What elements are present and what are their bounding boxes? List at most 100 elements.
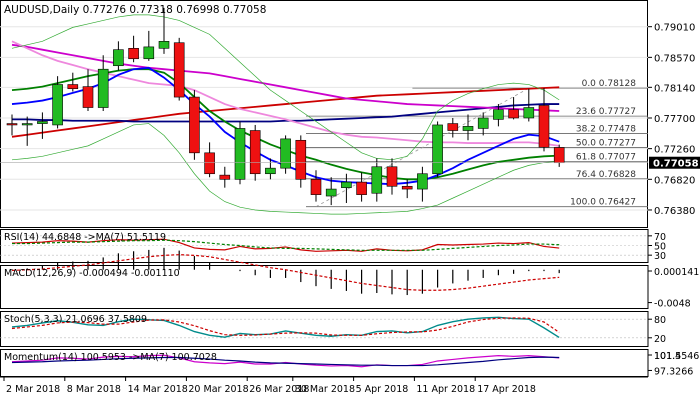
last-price-marker: 0.77058 (0, 156, 700, 170)
time-tick-label: 11 Apr 2018 (416, 384, 475, 395)
time-tick-label: 5 Apr 2018 (356, 384, 409, 395)
price-tick-label: 0.76380 (654, 206, 695, 217)
candle (82, 69, 94, 112)
candle-body (204, 152, 215, 175)
price-panel: 0.0 0.78128 23.6 0.77727 38.2 0.77478 50.0 … (0, 0, 648, 228)
panel-tick-label: 101.5546 (654, 351, 699, 362)
fib-level-label: 38.2 0.77478 (576, 124, 636, 134)
fib-level-label: 61.8 0.77077 (576, 152, 636, 162)
timeframe: Daily (53, 4, 80, 16)
panel-frame (0, 311, 649, 347)
candle (234, 121, 246, 185)
candle (21, 116, 33, 146)
candle (310, 170, 322, 202)
candle-body (401, 185, 413, 190)
panel-tick-label: -0.0048 (654, 299, 691, 310)
time-axis: 2 Mar 2018 8 Mar 2018 14 Mar 2018 20 Mar 20… (0, 376, 648, 395)
candle (432, 121, 443, 178)
panel-series-line (11, 354, 560, 368)
candle-body (265, 167, 276, 175)
candle-body (143, 46, 155, 60)
indicator-panels: RSI(14) 44.6848 ->MA(7) 51.5119 705030MAC… (0, 229, 699, 377)
price-tick-label: 0.79010 (654, 23, 695, 34)
candle (97, 55, 109, 112)
panel-series-line (11, 317, 560, 336)
candle (67, 72, 79, 92)
fib-trend-line (315, 87, 529, 208)
candle-body (97, 68, 109, 108)
panel-momentum: Momentum(14) 100.5953 ->MA(7) 100.7028 10… (0, 349, 699, 377)
price-tick-label: 0.76820 (654, 175, 695, 186)
candle-body (234, 128, 246, 180)
candle (386, 158, 398, 195)
panel-tick-label: 20 (654, 334, 666, 345)
panel-series-line (11, 356, 560, 367)
candle (325, 177, 337, 206)
time-tick-label: 2 Mar 2018 (6, 384, 60, 395)
time-tick-label: 14 Mar 2018 (128, 384, 188, 395)
candle (52, 76, 63, 129)
time-tick-label: 20 Mar 2018 (188, 384, 248, 395)
candle-body (52, 84, 63, 126)
candle-body (432, 124, 443, 175)
candle (493, 104, 504, 127)
candle-body (462, 126, 474, 131)
candle (143, 30, 155, 61)
candle (280, 135, 291, 174)
candle (356, 172, 367, 202)
panel-tick-label: 80 (654, 315, 666, 326)
candle-body (113, 49, 124, 67)
candle (189, 90, 200, 160)
candle-body (325, 188, 337, 197)
panel-series-line (11, 254, 560, 291)
overlay-line (11, 14, 560, 161)
header-close: 0.77058 (223, 4, 266, 16)
candle (341, 173, 352, 204)
candle (371, 158, 383, 202)
panel-label: Momentum(14) 100.5953 ->MA(7) 100.7028 (4, 352, 217, 363)
candle-body (341, 181, 352, 188)
candle (37, 112, 48, 139)
candle (158, 7, 170, 54)
price-tick-label: 0.77700 (654, 114, 695, 125)
panel-label: RSI(14) 44.6848 ->MA(7) 51.5119 (4, 232, 166, 243)
header-high: 0.77318 (129, 4, 172, 16)
panel-series-line (11, 316, 560, 339)
candle (477, 112, 489, 136)
panel-tick-label: 30 (654, 251, 666, 262)
candle (6, 114, 18, 136)
candle (173, 37, 185, 101)
candle-body (6, 123, 18, 126)
overlay-line (11, 123, 560, 215)
time-tick-label: 26 Mar 2018 (249, 384, 309, 395)
fib-level-label: 76.4 0.76828 (576, 170, 636, 180)
candle-body (173, 42, 185, 98)
price-tick-label: 0.77260 (654, 145, 695, 156)
candle-body (295, 139, 307, 180)
price-axis: 0.79010 0.78570 0.78140 0.77700 0.77260 0.768… (648, 23, 695, 217)
panel-series-line (11, 238, 560, 252)
candle-body (538, 105, 550, 148)
candle-body (158, 41, 170, 49)
fib-level-label: 50.0 0.77277 (576, 138, 636, 148)
candle-body (37, 121, 48, 124)
header-low: 0.76998 (176, 4, 219, 16)
candle-body (493, 109, 504, 120)
candle-body (189, 96, 200, 154)
overlay-line (11, 86, 560, 138)
candle-body (82, 86, 94, 108)
candle-body (447, 123, 459, 131)
candle-body (67, 84, 79, 90)
panel-series-line (12, 239, 560, 251)
panel-label: Stoch(5,3,3) 21.0696 37.5809 (4, 314, 147, 325)
candle (128, 35, 139, 63)
time-tick-label: 30 Mar 2018 (295, 384, 355, 395)
panel-label: MACD(12,26,9) -0.000494 -0.001110 (4, 268, 180, 279)
price-panel-frame (0, 0, 648, 228)
candle (462, 114, 474, 141)
panel-macd: MACD(12,26,9) -0.000494 -0.001110 0.00014… (0, 247, 699, 310)
candle-body (477, 117, 489, 129)
candle (508, 97, 519, 120)
